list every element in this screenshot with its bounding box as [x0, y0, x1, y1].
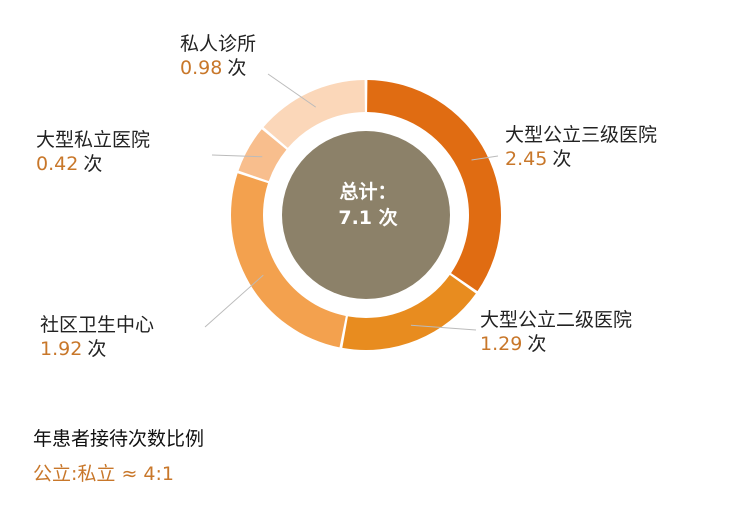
- center-total: 总计： 7.1 次: [284, 180, 452, 231]
- total-label: 总计：: [339, 181, 397, 203]
- slice-unit: 次: [87, 337, 107, 360]
- total-unit: 次: [378, 206, 398, 229]
- donut-slice-3: [238, 129, 287, 182]
- leader-line-3: [211, 154, 263, 158]
- slice-label-2: 社区卫生中心 1.92 次: [40, 314, 154, 362]
- slice-label-4: 私人诊所 0.98 次: [180, 33, 256, 81]
- footer-ratio: 公立:私立 ≈ 4:1: [33, 463, 174, 485]
- slice-unit: 次: [527, 332, 547, 355]
- center-total-circle: [282, 131, 450, 299]
- total-value: 7.1: [338, 206, 373, 229]
- slice-value: 0.42: [36, 152, 79, 175]
- slice-value: 1.92: [40, 337, 83, 360]
- slice-unit: 次: [83, 152, 103, 175]
- slice-name: 私人诊所: [180, 33, 257, 55]
- slice-name: 大型公立三级医院: [505, 124, 658, 146]
- slice-unit: 次: [227, 56, 247, 79]
- slice-label-0: 大型公立三级医院 2.45 次: [505, 124, 657, 172]
- slice-name: 社区卫生中心: [40, 314, 155, 336]
- leader-line-4: [267, 73, 317, 108]
- leader-line-2: [204, 274, 264, 328]
- leader-line-1: [410, 324, 477, 331]
- donut-slice-2: [230, 173, 346, 348]
- slice-label-1: 大型公立二级医院 1.29 次: [480, 309, 632, 357]
- footer-title: 年患者接待次数比例: [33, 428, 205, 450]
- slice-name: 大型私立医院: [36, 129, 151, 151]
- slice-value: 0.98: [180, 56, 223, 79]
- leader-line-0: [471, 155, 499, 161]
- donut-slice-0: [367, 80, 502, 292]
- slice-label-3: 大型私立医院 0.42 次: [36, 129, 150, 177]
- footer: 年患者接待次数比例 公立:私立 ≈ 4:1: [33, 424, 204, 486]
- slice-value: 2.45: [505, 147, 548, 170]
- slice-value: 1.29: [480, 332, 523, 355]
- donut-slice-1: [342, 274, 476, 350]
- slice-unit: 次: [552, 147, 572, 170]
- donut-slice-4: [263, 80, 365, 148]
- slice-name: 大型公立二级医院: [480, 309, 633, 331]
